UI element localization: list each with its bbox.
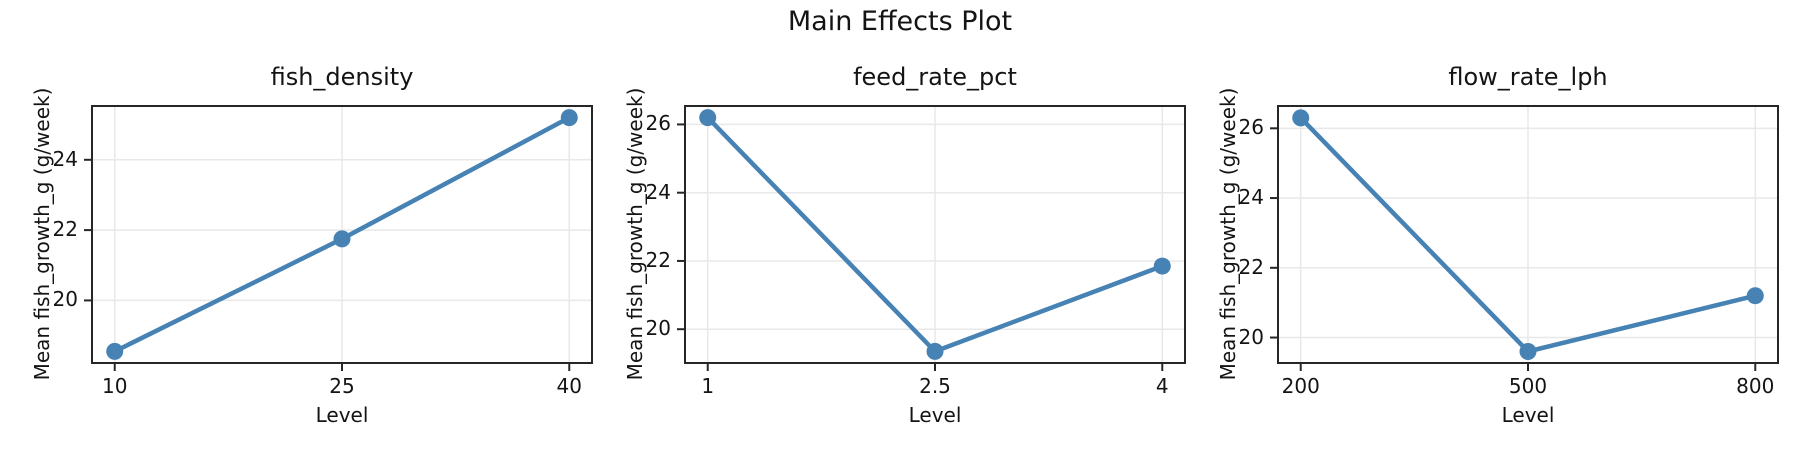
data-point	[1153, 257, 1171, 275]
y-axis-label: Mean fish_growth_g (g/week)	[623, 87, 647, 380]
x-tick-label: 4	[1155, 374, 1169, 398]
plot-spines	[1277, 105, 1779, 364]
x-axis-label: Level	[1501, 403, 1555, 427]
figure-title: Main Effects Plot	[787, 6, 1013, 37]
y-tick-label: 22	[1238, 254, 1264, 279]
x-tick-label: 800	[1736, 374, 1775, 398]
plot-spines	[684, 105, 1186, 364]
y-tick-label: 22	[645, 247, 671, 272]
data-point	[1292, 109, 1310, 127]
data-point	[106, 342, 124, 360]
y-tick-label: 20	[645, 316, 671, 341]
subplot-title: fish_density	[270, 63, 414, 91]
subplot-title: flow_rate_lph	[1448, 63, 1608, 91]
y-tick-label: 24	[645, 179, 671, 204]
plot-area	[84, 105, 593, 371]
y-tick-label: 24	[52, 146, 78, 171]
x-tick-label: 25	[329, 374, 355, 398]
data-point	[1746, 287, 1764, 305]
x-tick-label: 10	[101, 374, 128, 398]
plot-area	[677, 105, 1186, 371]
y-tick-label: 26	[645, 111, 671, 136]
y-tick-label: 22	[52, 217, 78, 242]
y-tick-label: 26	[1238, 115, 1264, 140]
subplot-title: feed_rate_pct	[853, 63, 1017, 91]
y-tick-label: 24	[1238, 185, 1264, 210]
x-tick-label: 2.5	[919, 374, 951, 398]
y-tick-label: 20	[52, 287, 78, 312]
x-axis-label: Level	[908, 403, 962, 427]
x-tick-label: 40	[556, 374, 582, 398]
plot-spines	[91, 105, 593, 364]
data-point	[1519, 342, 1537, 360]
data-point	[926, 342, 944, 360]
y-tick-label: 20	[1238, 324, 1264, 349]
y-axis-label: Mean fish_growth_g (g/week)	[1216, 87, 1240, 380]
data-point	[699, 109, 717, 127]
data-point	[333, 230, 351, 248]
x-tick-label: 500	[1508, 374, 1548, 398]
x-tick-label: 200	[1281, 374, 1320, 398]
x-tick-label: 1	[701, 374, 715, 398]
plot-area	[1270, 105, 1779, 371]
x-axis-label: Level	[315, 403, 369, 427]
data-point	[560, 109, 578, 127]
